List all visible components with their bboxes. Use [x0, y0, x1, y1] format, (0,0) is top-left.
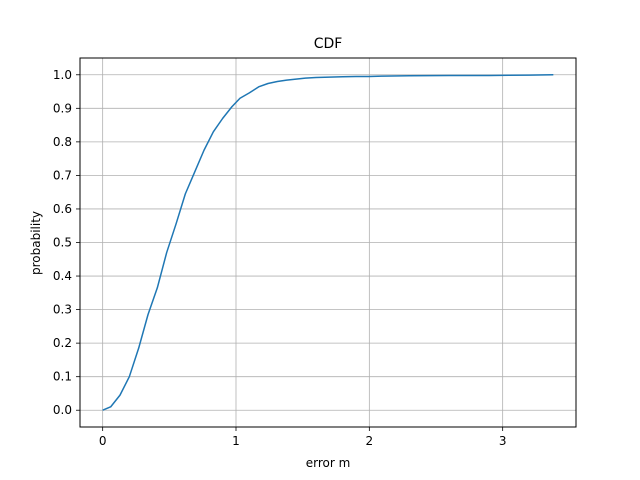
y-tick-label: 0.9: [53, 101, 72, 115]
y-tick-label: 0.5: [53, 236, 72, 250]
y-tick-label: 0.2: [53, 336, 72, 350]
y-tick-label: 0.7: [53, 168, 72, 182]
line-layer: [102, 74, 554, 411]
chart-title: CDF: [314, 36, 343, 52]
y-tick-label: 0.3: [53, 303, 72, 317]
y-tick-label: 0.6: [53, 202, 72, 216]
cdf-line: [102, 74, 554, 411]
x-tick-label: 2: [366, 434, 374, 448]
y-tick-label: 0.0: [53, 403, 72, 417]
tick-layer: 0 1 2 3 0.0 0.1 0.2 0.3 0.4 0.5 0.6 0.7 0.8 0.9 1.0: [53, 68, 507, 448]
x-tick-label: 0: [99, 434, 107, 448]
y-tick-label: 0.1: [53, 370, 72, 384]
x-tick-label: 1: [232, 434, 240, 448]
y-axis-label: probability: [29, 211, 43, 275]
y-tick-label: 0.8: [53, 135, 72, 149]
y-tick-label: 1.0: [53, 68, 72, 82]
x-tick-label: 3: [499, 434, 507, 448]
x-axis-label: error m: [306, 456, 351, 470]
grid-layer: [80, 58, 576, 427]
y-tick-label: 0.4: [53, 269, 72, 283]
